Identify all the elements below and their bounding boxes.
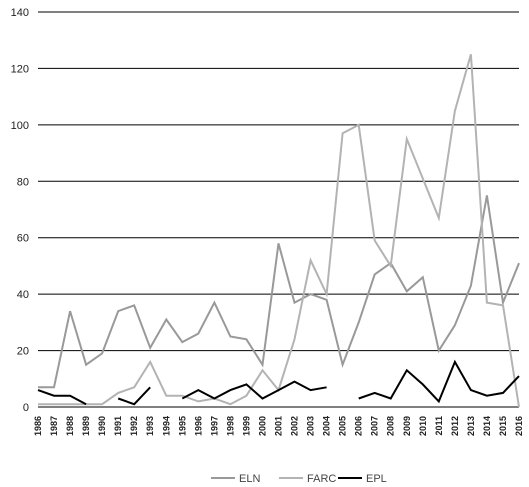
x-tick-label-1987: 1987 xyxy=(49,416,59,436)
x-tick-label-1986: 1986 xyxy=(33,416,43,436)
x-axis-ticks: 1986 1987 1988 1989 1990 1991 1992 1993 1994 1995… xyxy=(33,416,524,436)
x-tick-label-2011: 2011 xyxy=(434,416,444,436)
x-tick-label-1999: 1999 xyxy=(241,416,251,436)
y-tick-label-140: 140 xyxy=(11,7,29,19)
x-tick-label-2009: 2009 xyxy=(402,416,412,436)
x-tick-label-2006: 2006 xyxy=(354,416,364,436)
x-tick-label-1991: 1991 xyxy=(113,416,123,436)
x-tick-label-2000: 2000 xyxy=(257,416,267,436)
x-tick-label-2003: 2003 xyxy=(306,416,316,436)
y-tick-label-80: 80 xyxy=(17,176,29,188)
x-tick-label-2012: 2012 xyxy=(450,416,460,436)
series-line-epl xyxy=(37,359,520,406)
series-line-farc xyxy=(38,54,520,408)
x-tick-label-1997: 1997 xyxy=(209,416,219,436)
legend-label-eln: ELN xyxy=(239,473,260,485)
x-tick-label-1993: 1993 xyxy=(145,416,155,436)
y-tick-label-120: 120 xyxy=(11,63,29,75)
y-tick-label-20: 20 xyxy=(17,346,29,358)
x-tick-label-1996: 1996 xyxy=(193,416,203,436)
x-tick-label-2008: 2008 xyxy=(386,416,396,436)
x-tick-label-1988: 1988 xyxy=(65,416,75,436)
y-axis-ticks: 0 20 40 60 80 100 120 140 xyxy=(11,7,29,414)
series-lines xyxy=(37,54,520,408)
x-tick-label-2005: 2005 xyxy=(338,416,348,436)
x-tick-label-2015: 2015 xyxy=(498,416,508,436)
x-tick-label-2013: 2013 xyxy=(466,416,476,436)
y-tick-label-100: 100 xyxy=(11,120,29,132)
legend: ELN FARC EPL xyxy=(211,473,387,485)
x-tick-label-2016: 2016 xyxy=(514,416,524,436)
x-tick-label-1994: 1994 xyxy=(161,416,171,436)
x-tick-label-1998: 1998 xyxy=(225,416,235,436)
x-tick-label-1992: 1992 xyxy=(129,416,139,436)
legend-label-farc: FARC xyxy=(307,473,336,485)
x-tick-label-2001: 2001 xyxy=(274,416,284,436)
gridlines xyxy=(38,11,519,408)
x-tick-label-1989: 1989 xyxy=(81,416,91,436)
legend-label-epl: EPL xyxy=(366,473,387,485)
y-tick-label-40: 40 xyxy=(17,289,29,301)
x-tick-label-2002: 2002 xyxy=(290,416,300,436)
y-tick-label-0: 0 xyxy=(23,402,29,414)
x-tick-label-1995: 1995 xyxy=(177,416,187,436)
x-tick-label-2004: 2004 xyxy=(322,416,332,436)
series-line-eln xyxy=(38,195,520,389)
x-tick-label-2007: 2007 xyxy=(370,416,380,436)
x-tick-label-2010: 2010 xyxy=(418,416,428,436)
y-tick-label-60: 60 xyxy=(17,233,29,245)
x-tick-label-1990: 1990 xyxy=(97,416,107,436)
x-tick-label-2014: 2014 xyxy=(482,416,492,436)
